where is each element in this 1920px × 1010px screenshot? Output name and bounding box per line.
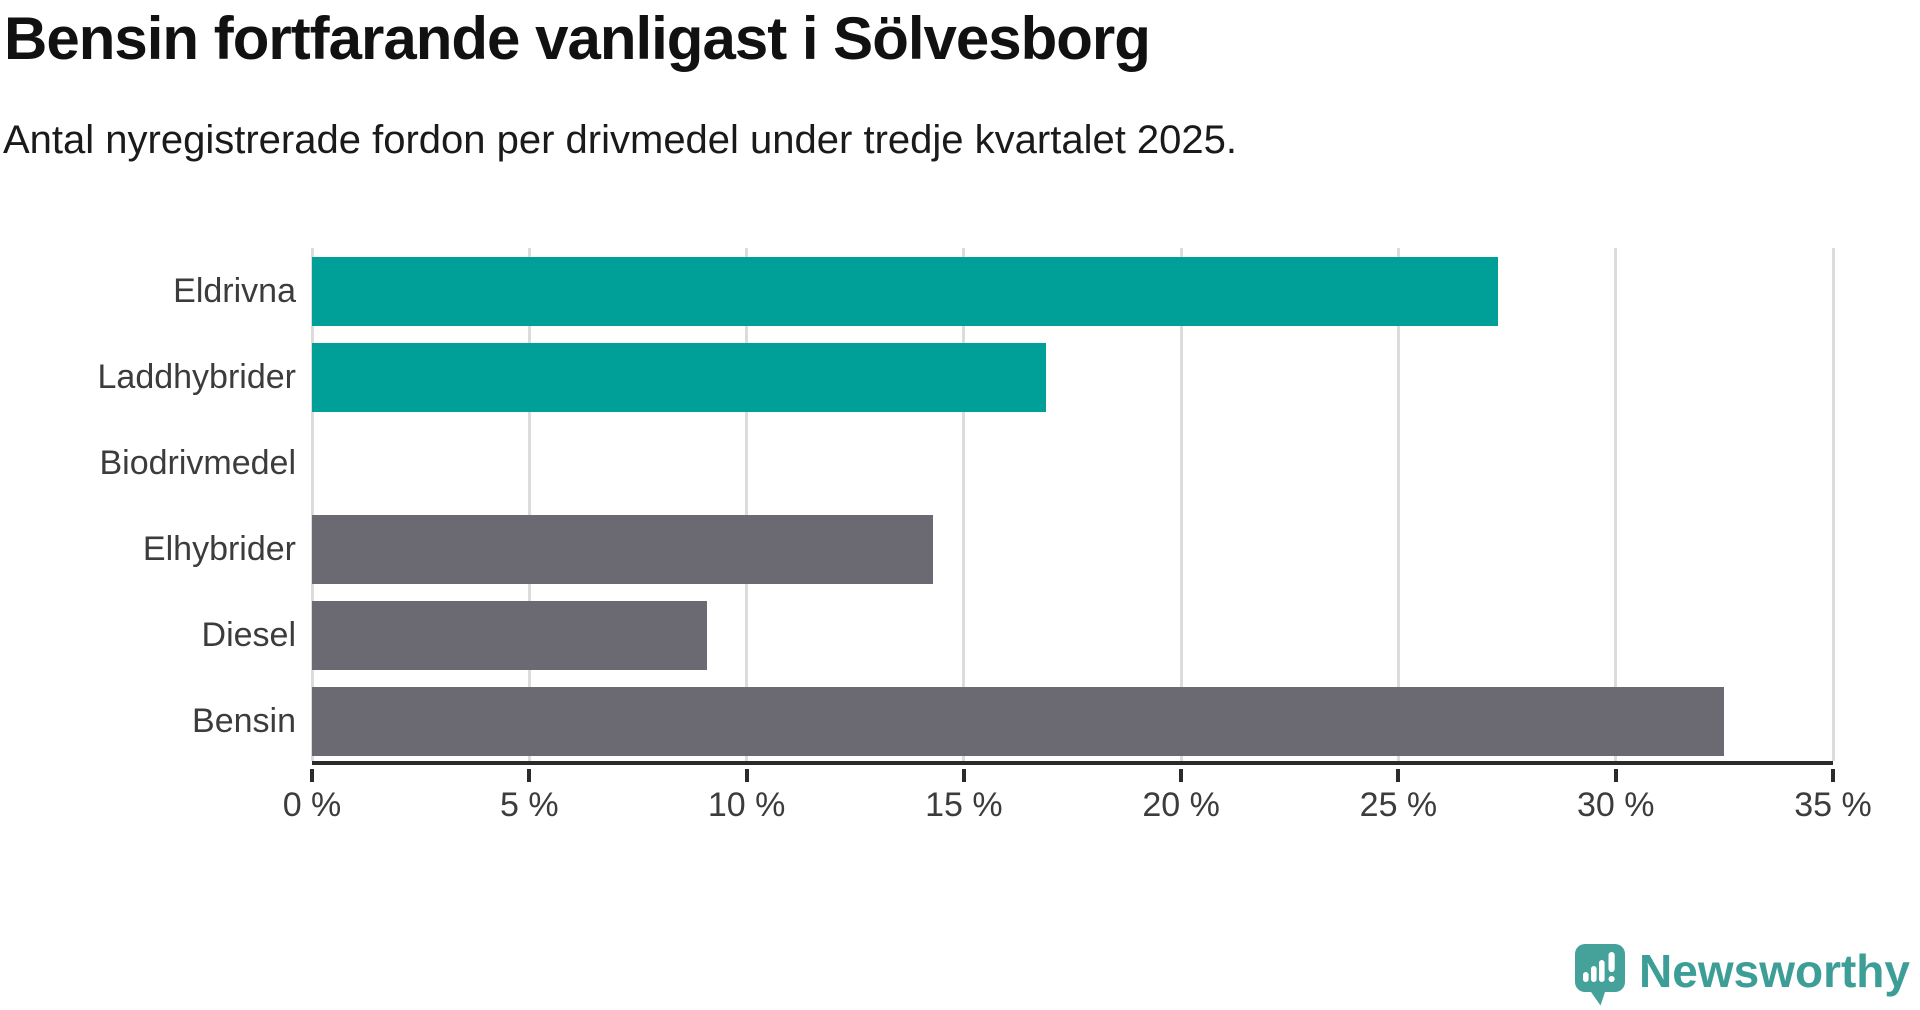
x-axis-tick-label: 35 % [1794,786,1872,824]
bar-eldrivna [312,256,1499,326]
x-axis-tick [744,769,749,782]
chart-subtitle: Antal nyregistrerade fordon per drivmede… [3,118,1238,162]
bar-bensin [312,687,1725,757]
gridline [1831,248,1835,761]
newsworthy-logo: Newsworthy [1575,944,1910,1006]
gridline [1179,248,1183,761]
x-axis-tick-label: 5 % [499,786,559,824]
category-label: Eldrivna [173,271,296,310]
x-axis-tick-label: 15 % [925,786,1003,824]
x-axis-tick [961,769,966,782]
x-axis-tick-label: 0 % [282,786,342,824]
x-axis-tick-label: 10 % [707,786,786,824]
x-axis-tick [1179,769,1184,782]
gridline [1614,248,1618,761]
category-label: Biodrivmedel [99,443,296,482]
bar-diesel [312,601,708,671]
gridline [745,248,749,761]
plot-area [310,248,1835,765]
x-axis-tick [1396,769,1401,782]
category-label: Diesel [201,616,296,655]
category-label: Elhybrider [142,530,296,569]
category-label: Laddhybrider [97,357,296,396]
bar-laddhybrider [312,342,1047,412]
x-axis-tick [310,769,314,782]
x-axis-tick-label: 25 % [1359,786,1438,824]
gridline [962,248,966,761]
x-axis-tick [1613,769,1618,782]
x-axis-tick [1831,769,1835,782]
bar-elhybrider [312,515,934,585]
x-axis-tick-label: 20 % [1142,786,1220,824]
x-axis-tick-label: 30 % [1576,786,1655,824]
gridline [527,248,531,761]
x-axis-tick [527,769,532,782]
gridline [1396,248,1400,761]
category-label: Bensin [192,702,296,741]
newsworthy-logo-icon [1575,944,1626,1006]
newsworthy-logo-text: Newsworthy [1639,945,1910,997]
gridline [310,248,314,761]
chart-title: Bensin fortfarande vanligast i Sölvesbor… [4,5,1151,72]
